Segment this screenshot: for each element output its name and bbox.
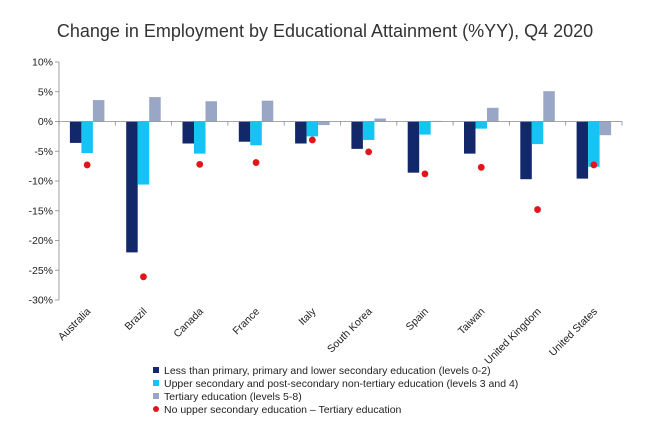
bar [475, 121, 487, 129]
category-label: Taiwan [456, 306, 488, 338]
chart-title: Change in Employment by Educational Atta… [57, 21, 593, 41]
legend-label: Upper secondary and post-secondary non-t… [164, 378, 518, 390]
category-label: Brazil [123, 306, 150, 333]
category-label: Canada [171, 306, 206, 341]
data-point [140, 273, 147, 281]
bar [238, 121, 251, 142]
bar [531, 121, 544, 145]
legend-label: Tertiary education (levels 5-8) [164, 391, 302, 403]
legend-swatch [153, 393, 159, 399]
bar [374, 118, 386, 122]
category-label: Australia [56, 306, 93, 343]
bar [194, 121, 206, 154]
bar [520, 121, 532, 180]
bar [543, 91, 555, 122]
data-point [477, 163, 485, 171]
data-point [83, 161, 91, 169]
bar [126, 121, 138, 253]
bar [407, 121, 420, 173]
legend-label: Less than primary, primary and lower sec… [164, 365, 491, 377]
legend-marker [153, 406, 159, 412]
y-tick-label: -15% [28, 205, 53, 217]
data-point [534, 206, 541, 213]
bar [81, 121, 93, 154]
bar [588, 121, 600, 167]
y-tick-label: 10% [32, 57, 53, 69]
bar [599, 121, 612, 136]
data-point [308, 136, 316, 144]
bar [295, 121, 307, 144]
legend-swatch [153, 367, 159, 373]
data-point [421, 170, 429, 178]
bar [261, 100, 274, 122]
bar [69, 121, 82, 143]
bar [306, 121, 319, 137]
category-label: South Korea [325, 306, 375, 356]
bar [464, 121, 476, 154]
bar [92, 100, 105, 122]
legend-label: No upper secondary education – Tertiary … [164, 404, 402, 416]
bar [149, 97, 161, 122]
legend-swatch [153, 380, 159, 386]
y-tick-label: -20% [28, 235, 53, 247]
y-tick-label: 0% [38, 116, 53, 128]
category-label: Spain [404, 306, 432, 334]
bar [137, 121, 150, 185]
y-tick-label: -10% [28, 176, 53, 188]
bar [419, 121, 431, 135]
y-tick-label: 5% [38, 86, 53, 98]
category-label: United Kingdom [482, 305, 543, 366]
data-point [196, 160, 204, 168]
bar [182, 121, 194, 144]
bar [250, 121, 262, 146]
bar [362, 121, 375, 140]
data-point [365, 148, 373, 156]
y-tick-label: -25% [28, 265, 53, 277]
bar [351, 121, 363, 149]
data-point [590, 161, 598, 169]
category-label: France [231, 306, 263, 338]
bar [487, 107, 499, 122]
bar [318, 121, 330, 126]
y-tick-label: -5% [34, 146, 53, 158]
bar [205, 101, 217, 122]
y-tick-label: -30% [28, 295, 53, 307]
data-point [252, 159, 260, 166]
bar [576, 121, 589, 179]
category-label: Italy [296, 305, 319, 328]
category-label: United States [547, 306, 600, 359]
